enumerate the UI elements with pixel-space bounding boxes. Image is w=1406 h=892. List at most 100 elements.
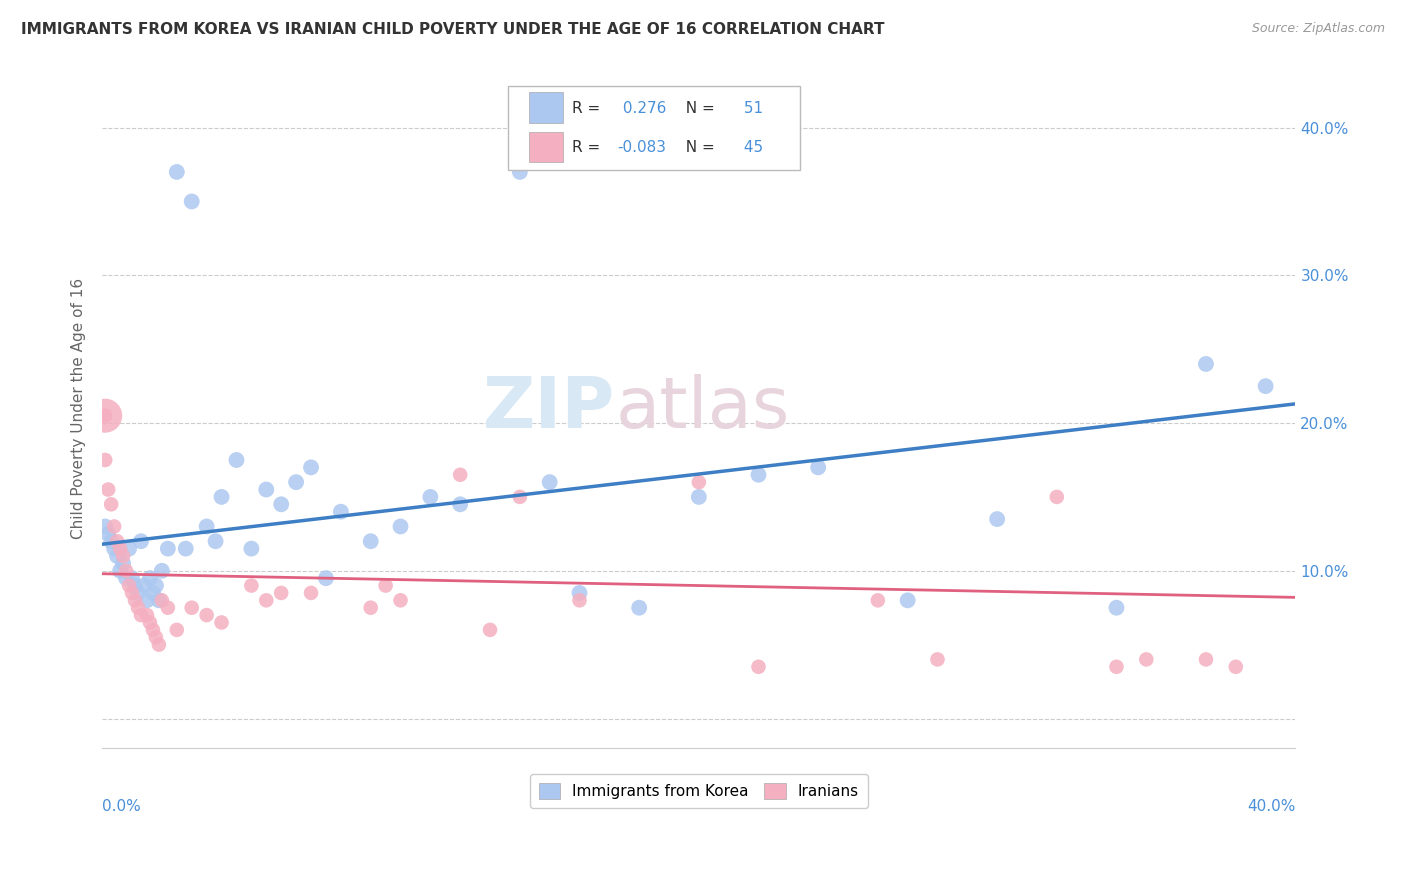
Text: R =: R = (572, 140, 606, 155)
Point (136, 608, 159, 623)
Point (747, 467, 769, 482)
Point (419, 490, 441, 504)
Point (139, 615, 162, 630)
Point (897, 593, 920, 607)
Point (166, 165, 188, 179)
Point (389, 519, 412, 533)
Point (121, 571, 143, 585)
Point (688, 475, 710, 490)
Point (136, 593, 159, 607)
Text: -0.083: -0.083 (617, 140, 666, 155)
Point (108, 564, 131, 578)
Text: 45: 45 (740, 140, 763, 155)
Point (986, 512, 1008, 526)
Text: N =: N = (676, 102, 720, 116)
Point (108, 541, 131, 556)
Point (1105, 600, 1128, 615)
Point (139, 571, 162, 585)
Point (180, 600, 202, 615)
Point (118, 578, 141, 592)
Point (129, 608, 152, 623)
Point (360, 534, 382, 549)
Point (315, 571, 337, 585)
Point (100, 534, 122, 549)
FancyBboxPatch shape (530, 93, 562, 123)
Point (156, 600, 179, 615)
Text: atlas: atlas (616, 374, 790, 442)
Point (1195, 652, 1218, 666)
Point (132, 578, 155, 592)
Point (103, 519, 125, 533)
Point (211, 615, 233, 630)
Point (156, 541, 179, 556)
Point (148, 638, 170, 652)
Point (299, 460, 322, 475)
Point (1046, 490, 1069, 504)
Text: ZIP: ZIP (484, 374, 616, 442)
Point (211, 490, 233, 504)
Point (285, 475, 308, 490)
Point (148, 593, 170, 607)
Text: R =: R = (572, 102, 606, 116)
Point (1135, 652, 1157, 666)
FancyBboxPatch shape (530, 131, 562, 162)
Point (150, 593, 173, 607)
Point (509, 490, 531, 504)
Point (240, 578, 263, 592)
Point (94, 519, 117, 533)
Point (866, 593, 889, 607)
Point (479, 623, 502, 637)
Point (105, 549, 128, 563)
Y-axis label: Child Poverty Under the Age of 16: Child Poverty Under the Age of 16 (72, 277, 86, 539)
Point (145, 578, 167, 592)
Point (103, 541, 125, 556)
Point (389, 593, 412, 607)
Point (329, 505, 352, 519)
Point (195, 608, 218, 623)
Point (240, 541, 263, 556)
Point (449, 467, 471, 482)
Point (807, 460, 830, 475)
Point (127, 600, 149, 615)
Text: IMMIGRANTS FROM KOREA VS IRANIAN CHILD POVERTY UNDER THE AGE OF 16 CORRELATION C: IMMIGRANTS FROM KOREA VS IRANIAN CHILD P… (21, 22, 884, 37)
Point (129, 534, 152, 549)
Point (118, 541, 141, 556)
Point (568, 593, 591, 607)
Point (180, 194, 202, 209)
Point (299, 586, 322, 600)
Point (121, 586, 143, 600)
Point (145, 630, 167, 644)
Text: N =: N = (676, 140, 720, 155)
FancyBboxPatch shape (508, 86, 800, 170)
Point (166, 623, 188, 637)
Point (127, 586, 149, 600)
Point (142, 586, 165, 600)
Point (688, 490, 710, 504)
Point (115, 571, 138, 585)
Point (150, 564, 173, 578)
Point (115, 564, 138, 578)
Point (100, 497, 122, 511)
Point (124, 578, 146, 592)
Point (225, 453, 247, 467)
Point (94, 409, 117, 423)
Point (112, 557, 135, 571)
Text: Source: ZipAtlas.com: Source: ZipAtlas.com (1251, 22, 1385, 36)
Point (195, 519, 218, 533)
Point (449, 497, 471, 511)
Point (97, 483, 120, 497)
Point (124, 593, 146, 607)
Point (142, 623, 165, 637)
Point (97, 526, 120, 541)
Point (204, 534, 226, 549)
Point (1105, 660, 1128, 674)
Text: 0.276: 0.276 (617, 102, 666, 116)
Point (94, 453, 117, 467)
Point (254, 483, 277, 497)
Text: 51: 51 (740, 102, 763, 116)
Point (628, 600, 651, 615)
Point (270, 497, 292, 511)
Point (270, 586, 292, 600)
Point (254, 593, 277, 607)
Point (1254, 379, 1277, 393)
